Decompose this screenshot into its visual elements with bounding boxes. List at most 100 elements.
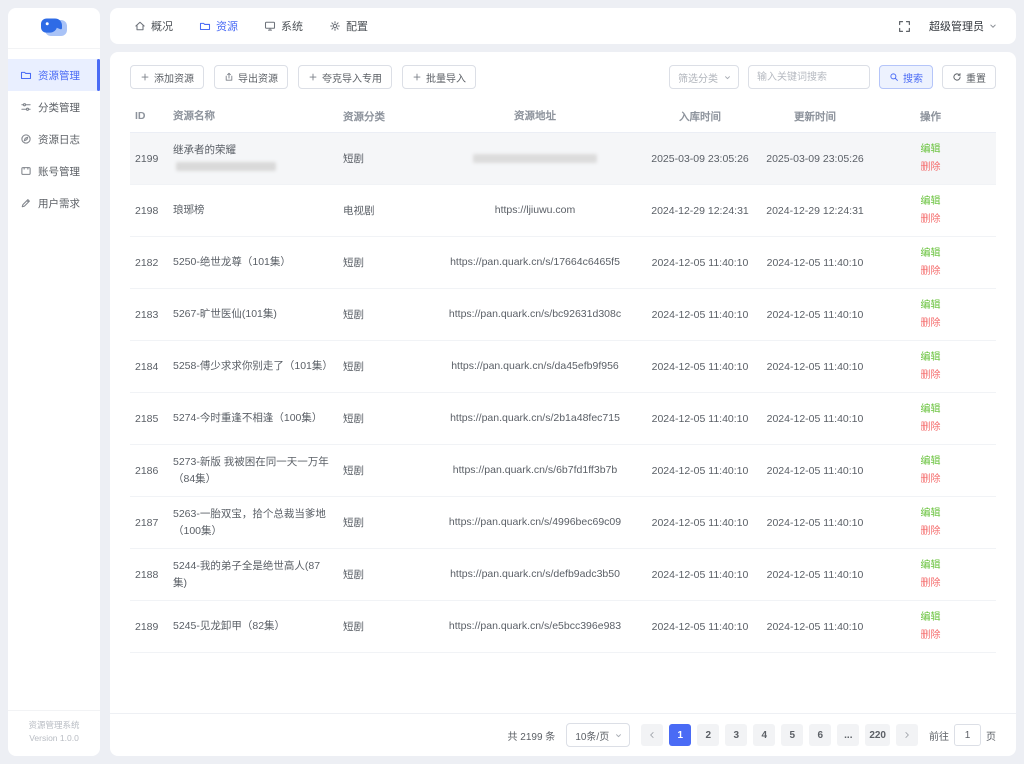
page-size-select[interactable]: 10条/页 <box>566 723 631 747</box>
tab-overview[interactable]: 概况 <box>134 18 173 34</box>
cell-name: 5267-旷世医仙(101集) <box>168 306 338 322</box>
cell-created-time: 2024-12-05 11:40:10 <box>651 516 749 529</box>
filter-bar: 筛选分类 搜索 重置 <box>669 65 996 89</box>
gear-icon <box>329 20 341 32</box>
chevron-right-icon <box>902 730 912 740</box>
cell-name: 5245-见龙卸甲（82集） <box>168 618 338 634</box>
folder-icon <box>20 69 32 81</box>
edit-link[interactable]: 编辑 <box>920 196 941 207</box>
tab-system[interactable]: 系统 <box>264 18 303 34</box>
cell-operations: 编辑 删除 <box>875 401 986 436</box>
page-button-6[interactable]: 6 <box>809 724 832 746</box>
delete-link[interactable]: 删除 <box>920 473 941 485</box>
toolbar-actions: 添加资源 导出资源 夸克导入专用 批量导入 <box>130 65 476 89</box>
chevron-down-icon <box>614 731 623 740</box>
prev-page-button[interactable] <box>641 724 664 746</box>
quark-import-button[interactable]: 夸克导入专用 <box>298 65 392 89</box>
cell-category: 短剧 <box>343 465 364 477</box>
add-resource-button[interactable]: 添加资源 <box>130 65 204 89</box>
pager: 1 2 3 4 5 6... 220 <box>641 724 918 746</box>
cell-category: 短剧 <box>343 361 364 373</box>
fullscreen-icon[interactable] <box>898 20 911 33</box>
page-button-5[interactable]: 5 <box>781 724 804 746</box>
delete-link[interactable]: 删除 <box>920 421 941 433</box>
delete-link[interactable]: 删除 <box>920 213 941 225</box>
category-filter-select[interactable]: 筛选分类 <box>669 65 739 89</box>
page-button-3[interactable]: 3 <box>725 724 748 746</box>
cell-category: 短剧 <box>343 569 364 581</box>
sidebar-item-resource-management[interactable]: 资源管理 <box>8 59 100 91</box>
page-button-1[interactable]: 1 <box>669 724 692 746</box>
cell-category: 短剧 <box>343 309 364 321</box>
toolbar-button-label: 添加资源 <box>154 73 194 85</box>
table-row: 2185 5274-今时重逢不相逢（100集） 短剧 https://pan.quar… <box>130 393 996 445</box>
batch-import-button[interactable]: 批量导入 <box>402 65 476 89</box>
keyword-search-input[interactable] <box>748 65 870 89</box>
resource-name: 琅琊榜 <box>173 204 205 217</box>
goto-page: 前往 页 <box>929 724 996 746</box>
edit-link[interactable]: 编辑 <box>920 560 941 571</box>
table-row: 2188 5244-我的弟子全是绝世高人(87集) 短剧 https://pan.qu… <box>130 549 996 601</box>
edit-link[interactable]: 编辑 <box>920 508 941 519</box>
resource-name: 继承者的荣耀 <box>173 144 236 157</box>
user-menu[interactable]: 超级管理员 <box>929 18 998 34</box>
cell-operations: 编辑 删除 <box>875 609 986 644</box>
edit-link[interactable]: 编辑 <box>920 144 941 155</box>
toolbar-button-label: 夸克导入专用 <box>322 73 382 85</box>
reset-button[interactable]: 重置 <box>942 65 996 89</box>
delete-link[interactable]: 删除 <box>920 629 941 641</box>
edit-link[interactable]: 编辑 <box>920 248 941 259</box>
cell-url: https://pan.quark.cn/s/6b7fd1ff3b7b <box>425 462 645 478</box>
cell-operations: 编辑 删除 <box>875 349 986 384</box>
sidebar-item-resource-log[interactable]: 资源日志 <box>8 123 100 155</box>
page-button-4[interactable]: 4 <box>753 724 776 746</box>
edit-link[interactable]: 编辑 <box>920 612 941 623</box>
resource-name: 5258-傅少求求你别走了（101集） <box>173 360 333 373</box>
main-card: 添加资源 导出资源 夸克导入专用 批量导入 筛选分类 搜索 <box>110 52 1016 756</box>
table-row: 2186 5273-新版 我被困在同一天一万年（84集） 短剧 https://pan… <box>130 445 996 497</box>
delete-link[interactable]: 删除 <box>920 317 941 329</box>
resource-url: https://pan.quark.cn/s/6b7fd1ff3b7b <box>452 464 618 477</box>
goto-label: 前往 <box>929 731 949 743</box>
delete-link[interactable]: 删除 <box>920 577 941 589</box>
next-page-button[interactable] <box>896 724 918 746</box>
cell-category: 电视剧 <box>343 205 375 217</box>
top-nav-tabs: 概况 资源 系统 配置 <box>134 18 368 34</box>
cell-name: 琅琊榜 <box>168 202 338 218</box>
tab-label: 概况 <box>151 21 173 33</box>
resource-url: https://pan.quark.cn/s/e5bcc396e983 <box>448 620 622 633</box>
delete-link[interactable]: 删除 <box>920 525 941 537</box>
resource-url: https://ljiuwu.com <box>494 204 576 217</box>
app-logo[interactable] <box>8 8 100 49</box>
tab-resources[interactable]: 资源 <box>199 18 238 34</box>
sidebar-item-category-management[interactable]: 分类管理 <box>8 91 100 123</box>
search-button-label: 搜索 <box>903 73 923 85</box>
cell-id: 2185 <box>135 412 159 425</box>
search-button[interactable]: 搜索 <box>879 65 933 89</box>
page-button-2[interactable]: 2 <box>697 724 720 746</box>
sidebar-item-label: 账号管理 <box>38 165 80 178</box>
sidebar-menu: 资源管理 分类管理 资源日志账号管理用户需求 <box>8 49 100 710</box>
card-icon <box>20 165 32 177</box>
edit-link[interactable]: 编辑 <box>920 352 941 363</box>
delete-link[interactable]: 删除 <box>920 369 941 381</box>
edit-link[interactable]: 编辑 <box>920 404 941 415</box>
cell-id: 2198 <box>135 204 159 217</box>
edit-link[interactable]: 编辑 <box>920 456 941 467</box>
export-resource-button[interactable]: 导出资源 <box>214 65 288 89</box>
column-header: ID <box>135 110 146 122</box>
home-icon <box>134 20 146 32</box>
cell-updated-time: 2024-12-05 11:40:10 <box>766 620 864 633</box>
cell-name: 5258-傅少求求你别走了（101集） <box>168 358 338 374</box>
cell-created-time: 2024-12-05 11:40:10 <box>651 620 749 633</box>
page-button-220[interactable]: 220 <box>865 724 890 746</box>
goto-page-input[interactable] <box>954 724 981 746</box>
more-pages-button[interactable]: ... <box>837 724 860 746</box>
tab-config[interactable]: 配置 <box>329 18 368 34</box>
delete-link[interactable]: 删除 <box>920 265 941 277</box>
sidebar-item-user-demand[interactable]: 用户需求 <box>8 187 100 219</box>
monitor-icon <box>264 20 276 32</box>
delete-link[interactable]: 删除 <box>920 161 941 173</box>
edit-link[interactable]: 编辑 <box>920 300 941 311</box>
sidebar-item-account-management[interactable]: 账号管理 <box>8 155 100 187</box>
